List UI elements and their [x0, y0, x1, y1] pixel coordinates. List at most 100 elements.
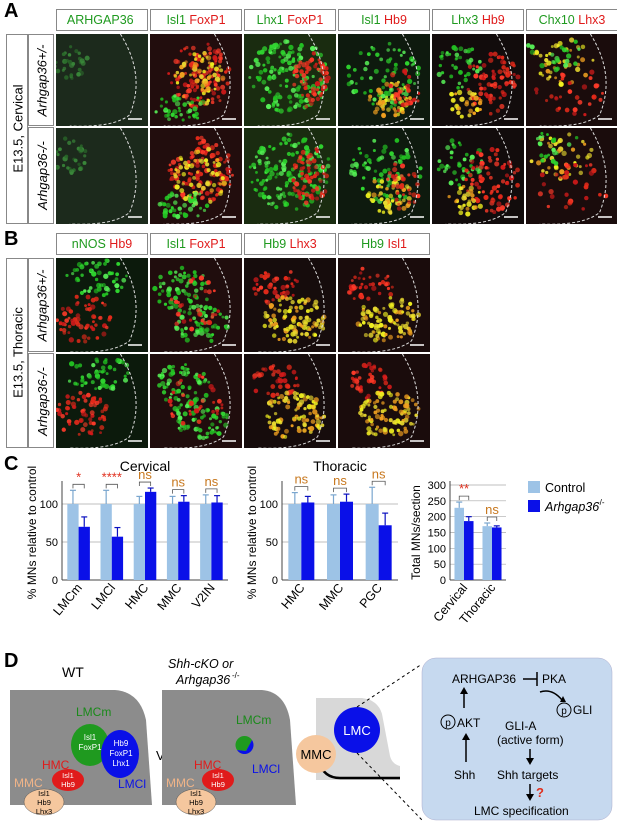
mutant-section-shape — [162, 690, 296, 805]
bar-control — [100, 504, 112, 580]
green-marker-label: Lhx1 — [256, 13, 284, 27]
pgli-p: p — [561, 706, 567, 717]
wt-lmcl-blob — [101, 730, 139, 778]
arrow-akt-up-head — [460, 687, 468, 694]
red-marker-label: Isl1 — [387, 237, 407, 251]
green-marker-label: Isl1 — [166, 237, 186, 251]
bar-mutant — [145, 491, 157, 580]
significance-bracket — [172, 489, 185, 494]
red-marker-label: FoxP1 — [189, 237, 226, 251]
b-header-2: Hb9 Lhx3 — [244, 233, 336, 255]
wt-mmc-marker: Lhx3 — [36, 807, 52, 816]
green-marker-label: nNOS — [71, 237, 106, 251]
zoom-line-top — [356, 663, 423, 708]
mut-lmcm-label: LMCm — [236, 713, 271, 727]
a-header-1: Isl1 FoxP1 — [150, 9, 242, 31]
pakt-circle — [440, 714, 456, 730]
y-tick-label: 100 — [40, 499, 58, 511]
green-marker-label: Isl1 — [361, 13, 381, 27]
row-box-a1: Arhgap36+/- — [28, 34, 54, 126]
a-header-5: Chx10 Lhx3 — [526, 9, 617, 31]
middle-lmc-circle — [334, 707, 380, 753]
pka-arrowhead — [560, 696, 566, 702]
y-tick-label: 50 — [434, 559, 446, 571]
micrograph-a-het-2 — [244, 34, 336, 126]
arrow-spec-head — [526, 794, 534, 801]
wt-lmcl-marker: Hb9 — [114, 739, 129, 748]
significance-label: ns — [171, 475, 185, 490]
x-tick-label: LMCl — [89, 581, 118, 612]
y-tick-label: 150 — [428, 528, 446, 540]
wt-label: WT — [62, 664, 84, 680]
wt-lmcl-label: LMCl — [118, 777, 146, 791]
mut-mmc-marker: Hb9 — [189, 798, 203, 807]
bar-mutant — [301, 502, 315, 580]
bar-control — [482, 526, 492, 580]
bar-control — [200, 504, 212, 580]
panel-label-b: B — [4, 228, 19, 250]
mutant-title-line2: Arhgap36 — [175, 673, 230, 687]
row-box-b1: Arhgap36+/- — [28, 258, 54, 352]
green-marker-label: Chx10 — [538, 13, 575, 27]
a-header-2: Lhx1 FoxP1 — [244, 9, 336, 31]
mut-hmc-marker: Isl1 — [212, 771, 224, 780]
x-tick-label: PGC — [357, 581, 385, 611]
chart-title: Thoracic — [313, 458, 367, 474]
wt-hmc-label: HMC — [42, 758, 70, 772]
bar-control — [454, 507, 464, 580]
y-tick-label: 0 — [440, 575, 446, 587]
pakt-p: p — [445, 718, 451, 729]
pathway-glia: GLI-A — [505, 719, 536, 733]
pathway-targets: Shh targets — [497, 768, 558, 782]
wt-lmcl-marker: Lhx1 — [112, 759, 130, 768]
y-axis-label: % MNs relative to control — [245, 466, 259, 599]
pathway-spec: LMC specification — [474, 804, 569, 818]
significance-label: ns — [372, 466, 386, 481]
micrograph-a-ko-0 — [56, 128, 148, 224]
micrograph-a-ko-5 — [526, 128, 617, 224]
mut-mmc-blob — [175, 788, 217, 816]
row-label-a2: Arhgap36-/- — [35, 141, 50, 210]
green-marker-label: ARHGAP36 — [66, 13, 134, 27]
significance-bracket — [486, 516, 498, 521]
green-marker-label: Hb9 — [263, 237, 287, 251]
wt-lmcm-label: LMCm — [76, 705, 111, 719]
row-box-b2: Arhgap36-/- — [28, 353, 54, 448]
pathway-akt: AKT — [457, 716, 481, 730]
significance-bracket — [294, 486, 309, 491]
bar-mutant — [340, 501, 353, 580]
bar-control — [327, 504, 340, 580]
mut-hmc-marker: Hb9 — [211, 780, 225, 789]
condition-label-b: E13.5, Thoracic — [10, 307, 26, 398]
significance-bracket — [72, 483, 85, 489]
y-axis-label: % MNs relative to control — [25, 466, 39, 599]
micrograph-a-het-4 — [432, 34, 524, 126]
legend-mutant-sup: -/- — [597, 498, 605, 507]
bar-mutant — [378, 525, 392, 580]
y-axis-label: Total MNs/section — [409, 485, 423, 580]
y-tick-label: 250 — [428, 496, 446, 508]
arrow-shh-up-head — [462, 733, 470, 740]
y-tick-label: 300 — [428, 480, 446, 492]
mutant-title-sup: -/- — [232, 671, 240, 680]
pathway-box — [421, 657, 613, 821]
condition-label-a: E13.5, Cervical — [10, 84, 26, 173]
mut-mmc-label: MMC — [166, 776, 195, 790]
pathway-question: ? — [536, 785, 544, 800]
x-tick-label: HMC — [122, 581, 151, 612]
significance-label: ns — [138, 467, 152, 482]
significance-label: **** — [102, 469, 122, 484]
pathway-arhgap36: ARHGAP36 — [452, 672, 516, 686]
red-marker-label: Lhx3 — [578, 13, 606, 27]
bar-control — [133, 504, 145, 580]
significance-bracket — [458, 495, 470, 501]
wt-mmc-marker: Hb9 — [37, 798, 51, 807]
micrograph-a-het-3 — [338, 34, 430, 126]
mut-mmc-marker: Lhx3 — [188, 807, 204, 816]
micrograph-b-ko-3 — [338, 354, 430, 448]
micrograph-a-het-0 — [56, 34, 148, 126]
green-marker-label: Lhx3 — [451, 13, 479, 27]
condition-box-b: E13.5, Thoracic — [6, 258, 28, 448]
micrograph-b-het-2 — [244, 258, 336, 352]
